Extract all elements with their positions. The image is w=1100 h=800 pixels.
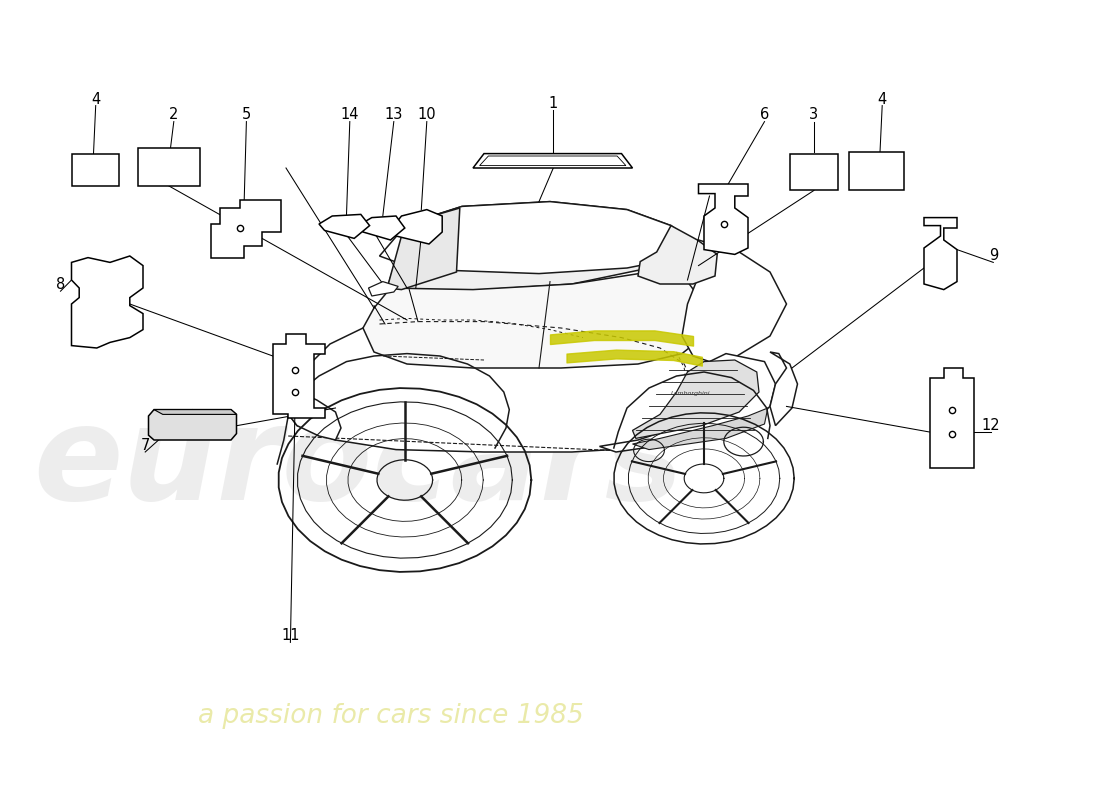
Polygon shape (363, 272, 704, 368)
Text: 3: 3 (810, 107, 818, 122)
Polygon shape (387, 208, 460, 290)
Text: 8: 8 (56, 278, 65, 292)
Text: 10: 10 (418, 107, 436, 122)
Polygon shape (368, 282, 398, 296)
Polygon shape (284, 392, 341, 440)
Text: 5: 5 (242, 107, 251, 122)
Polygon shape (148, 410, 236, 440)
Polygon shape (211, 200, 280, 258)
Polygon shape (930, 368, 974, 468)
Polygon shape (72, 256, 143, 348)
Polygon shape (790, 154, 838, 190)
Text: 11: 11 (282, 629, 299, 643)
Polygon shape (394, 210, 442, 244)
Polygon shape (138, 148, 200, 186)
Polygon shape (72, 154, 119, 186)
Polygon shape (154, 410, 236, 414)
Polygon shape (924, 218, 957, 290)
Text: 1: 1 (549, 96, 558, 110)
Text: 4: 4 (878, 92, 887, 106)
Text: Lamborghini: Lamborghini (671, 391, 711, 396)
Polygon shape (379, 202, 693, 274)
Polygon shape (770, 352, 798, 426)
Text: a passion for cars since 1985: a passion for cars since 1985 (198, 703, 584, 729)
Polygon shape (632, 408, 768, 450)
Polygon shape (638, 226, 717, 284)
Polygon shape (600, 354, 775, 452)
Text: 9: 9 (989, 249, 998, 263)
Polygon shape (473, 154, 632, 168)
Polygon shape (849, 152, 904, 190)
Polygon shape (273, 334, 324, 418)
Text: 7: 7 (141, 438, 150, 453)
Text: 12: 12 (982, 418, 1000, 433)
Text: 4: 4 (91, 92, 100, 106)
Polygon shape (361, 216, 405, 240)
Text: 2: 2 (169, 107, 178, 122)
Polygon shape (319, 214, 370, 238)
Polygon shape (387, 202, 684, 290)
Text: 13: 13 (385, 107, 403, 122)
Text: 14: 14 (341, 107, 359, 122)
Text: eurocars: eurocars (33, 401, 683, 527)
Polygon shape (682, 240, 786, 362)
Polygon shape (284, 320, 720, 452)
Text: 6: 6 (760, 107, 769, 122)
Polygon shape (632, 360, 759, 438)
Polygon shape (698, 184, 748, 254)
